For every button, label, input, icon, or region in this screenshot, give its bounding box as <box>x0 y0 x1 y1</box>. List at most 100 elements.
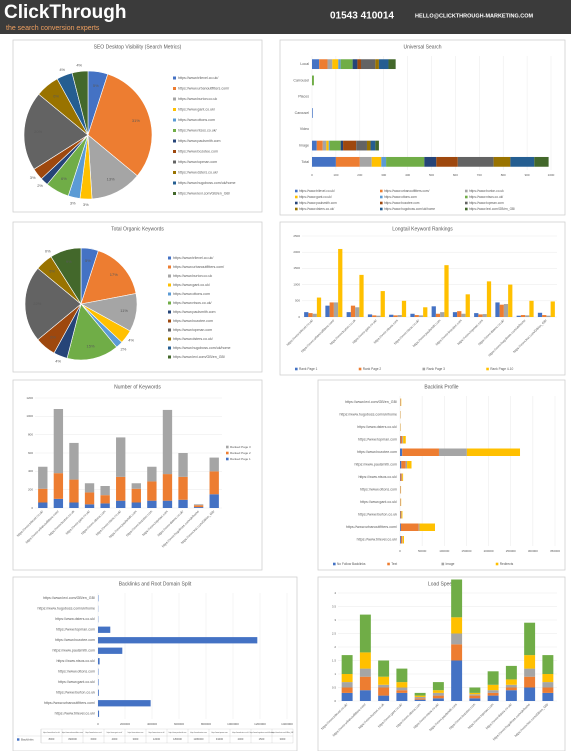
bar <box>341 674 353 683</box>
bar <box>338 59 341 70</box>
bar <box>402 448 439 456</box>
chart-title: Load Speed <box>428 581 455 587</box>
bar <box>524 622 536 656</box>
chart-title: Universal Search <box>403 44 441 50</box>
legend-swatch <box>226 457 229 461</box>
data-label: 2% <box>37 183 43 188</box>
legend-swatch <box>168 274 171 278</box>
bar <box>98 700 151 707</box>
logo: ClickThrough <box>4 2 126 23</box>
chart-panel: Universal Search 0 100 200 300 400 500 600 700 80… <box>279 39 566 216</box>
legend-swatch <box>173 108 176 111</box>
bar <box>432 695 444 699</box>
legend-label: Rank Page 4-10 <box>490 367 513 371</box>
value-tick-label: 250000 <box>506 549 516 553</box>
bar <box>503 304 509 317</box>
bar <box>402 473 404 481</box>
bar <box>542 674 554 683</box>
bar <box>378 660 390 677</box>
legend-swatch <box>168 337 171 341</box>
chart-title: Backlink Profile <box>424 384 458 390</box>
table-cell: 91000 <box>216 737 224 741</box>
bar <box>534 156 549 167</box>
bar <box>209 494 219 508</box>
legend-swatch <box>173 139 176 143</box>
category-label: https://www.topman.com <box>358 438 397 442</box>
bar <box>312 75 314 86</box>
value-tick-label: 3 <box>334 618 336 622</box>
bar <box>482 314 487 317</box>
data-label: 31% <box>132 118 140 123</box>
bar <box>359 652 371 669</box>
bar <box>389 314 394 317</box>
value-tick-label: 300000 <box>528 549 538 553</box>
legend-label: https://www.urbanoutfitters.com/ <box>173 265 224 269</box>
bar <box>393 315 398 317</box>
table-row-label: Backlinks <box>21 737 34 741</box>
bar <box>469 692 481 695</box>
panel-frame <box>317 379 566 571</box>
bar <box>366 140 371 151</box>
bar <box>414 695 426 697</box>
legend-label: https://www.ntsos.co.uk/ <box>178 128 217 132</box>
bar <box>131 488 141 503</box>
data-label: 13% <box>107 177 115 182</box>
bar <box>487 692 499 696</box>
bar <box>328 140 330 151</box>
chart-title: Longtail Keyword Rankings <box>392 226 453 232</box>
legend-swatch <box>168 319 171 323</box>
legend-label: https://www.bozotee.com <box>384 201 420 205</box>
value-tick-label: 1 <box>334 672 336 676</box>
chart-panel: Total Organic Keywords5%17%11%4%2%15%4%6… <box>12 221 263 373</box>
bar <box>162 409 173 475</box>
legend-swatch <box>173 118 176 122</box>
legend-label: https://www.dsters.co.uk/ <box>178 170 218 174</box>
bar <box>312 313 317 317</box>
value-tick-label: 50000 <box>418 549 427 553</box>
bar <box>397 315 402 317</box>
bar <box>193 504 204 506</box>
legend-label: https://www.topman.com <box>469 201 504 205</box>
legend-label: https://www.ottons.com <box>173 292 210 296</box>
bar <box>423 307 428 317</box>
legend-label: https://www.bozotee.com <box>173 319 213 323</box>
bar <box>546 315 551 317</box>
value-tick-label: 0 <box>334 699 336 703</box>
bar <box>98 679 99 686</box>
value-tick-label: 2.5 <box>332 631 337 635</box>
bar <box>524 655 536 669</box>
value-tick-label: 0.5 <box>332 685 337 689</box>
category-label: https://www.trilevel.co.uk/ <box>55 712 95 716</box>
table-cell: 3000 <box>280 737 286 741</box>
data-label: 4% <box>128 338 134 343</box>
legend-label: Rank Page 1 <box>299 367 318 371</box>
bar <box>432 698 444 701</box>
value-tick-label: 800 <box>501 173 506 177</box>
bar <box>355 307 360 317</box>
category-label: https://www.lexi.com/GB/en_GB/ <box>43 596 95 600</box>
bar <box>69 502 79 508</box>
legend-label: https://www.burton.co.uk <box>469 189 504 193</box>
bar <box>424 156 437 167</box>
legend-swatch <box>295 195 298 199</box>
legend-swatch <box>173 76 176 80</box>
bar <box>325 305 330 317</box>
bar <box>537 312 543 317</box>
value-tick-label: 1.5 <box>332 658 337 662</box>
bar <box>451 660 463 701</box>
category-label: https://www.bozotee.com <box>55 638 95 642</box>
legend-label: https://www.hugoboss.com/uk/home <box>178 181 236 185</box>
bar <box>414 699 426 701</box>
legend-swatch <box>387 562 390 566</box>
bar <box>367 314 373 317</box>
bar <box>131 483 141 489</box>
category-label: Total <box>301 160 309 164</box>
value-tick-label: 100000 <box>439 549 449 553</box>
bar <box>333 302 339 317</box>
bar <box>375 140 379 151</box>
legend-label: https://www.topman.com <box>178 160 217 164</box>
value-tick-label: 0 <box>298 315 300 319</box>
value-tick-label: 400 <box>28 469 33 473</box>
bar <box>524 676 536 688</box>
data-label: 6% <box>53 94 59 99</box>
